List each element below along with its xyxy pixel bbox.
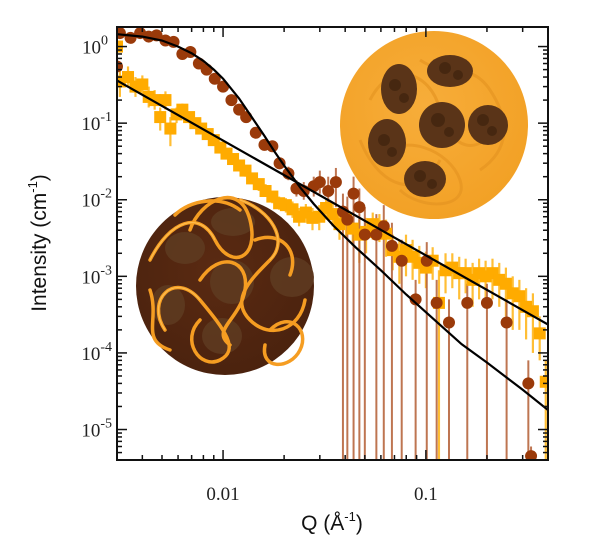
y-axis-title: Intensity (cm-1) [25,174,51,312]
dark-brown-circles-point [385,239,398,252]
inset-image-aggregated [340,31,528,219]
dark-brown-circles-point [461,296,474,309]
x-tick-label: 0.01 [206,484,239,505]
tick-labels: 0.01 0.1 100 10-1 10-2 10-3 10-4 10-5 [81,34,437,505]
x-tick-label: 0.1 [414,484,438,505]
dark-brown-circles-point [341,213,354,226]
orange-squares-point [117,75,126,88]
y-tick-label: 10-2 [81,187,112,212]
dark-brown-circles-point [329,176,342,189]
dark-brown-circles-point [370,228,383,241]
orange-squares-point [513,290,526,303]
y-tick-label: 10-1 [81,110,112,135]
axis-ticks [116,27,549,461]
dark-brown-circles-point [442,316,455,329]
dark-brown-circles-point [249,126,262,139]
y-tick-label: 100 [82,34,108,59]
fit-lines [117,33,548,411]
orange-squares-point [122,71,135,84]
dark-brown-circles-point [395,254,408,267]
dark-brown-circles-point [313,176,326,189]
y-tick-label: 10-3 [81,263,112,288]
dark-brown-circles-point [353,201,366,214]
plot-frame [116,26,549,461]
dark-brown-circles-point [525,450,538,460]
orange-squares-point [164,122,177,135]
inset-image-dispersed [136,196,314,375]
dark-brown-circles-point [347,187,360,200]
dark-brown-circles-point [225,94,238,107]
dark-brown-circles-point [240,111,253,124]
orange-squares-point [499,277,512,290]
x-axis-title: Q (Å-1) [301,509,363,535]
dark-brown-circles-point [522,377,535,390]
y-tick-label: 10-5 [81,417,112,442]
orange-squares-point [154,111,167,124]
dark-brown-circles-point [480,296,493,309]
orange-squares-point [326,208,339,221]
dark-brown-circles-point [117,27,126,40]
dark-brown-circles-point [430,296,443,309]
markers [117,27,548,460]
fit-curve-circles [117,33,548,411]
dark-brown-circles-point [208,72,221,85]
orange-squares-point [136,78,149,91]
orange-squares-point [533,327,546,340]
dark-brown-circles-point [322,185,335,198]
dark-brown-circles-point [273,157,286,170]
fit-line-squares [117,79,548,326]
orange-squares-point [539,375,548,388]
dark-brown-circles-point [200,63,213,76]
y-tick-label: 10-4 [81,340,112,365]
dark-brown-circles-point [500,316,513,329]
dark-brown-circles-point [409,293,422,306]
dark-brown-circles-point [358,228,371,241]
orange-squares-point [159,94,172,107]
